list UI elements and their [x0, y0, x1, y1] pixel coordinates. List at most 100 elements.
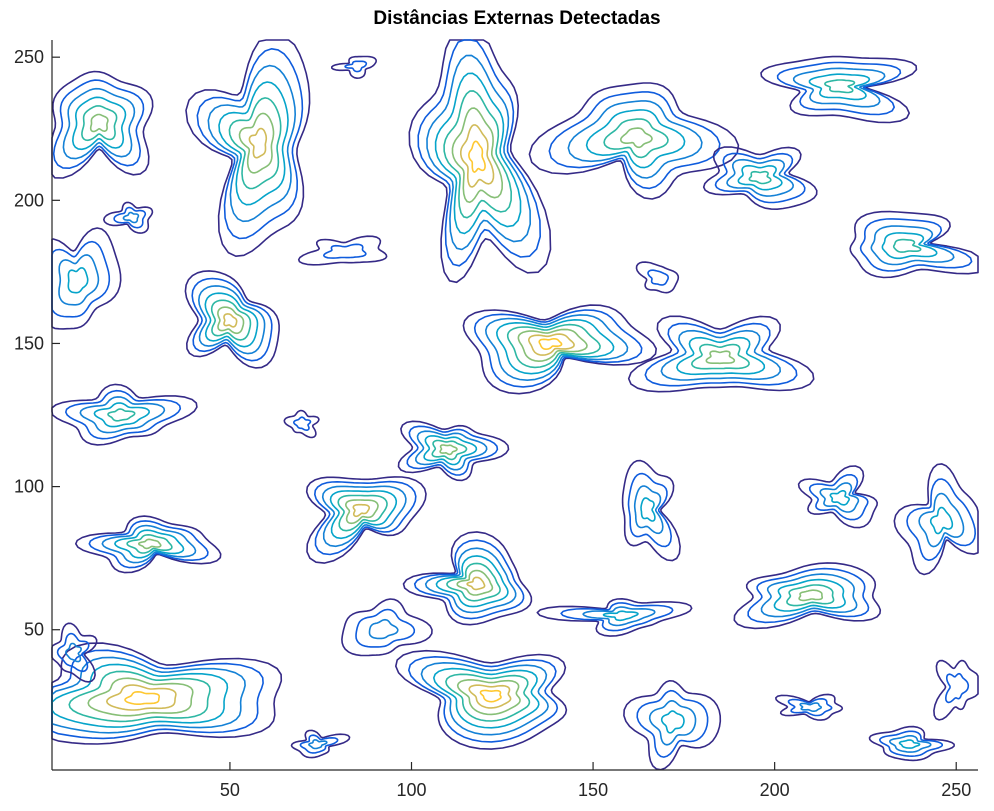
- contour-level-5: [445, 673, 531, 722]
- contour-level-1: [397, 420, 510, 482]
- contour-level-3: [207, 64, 297, 223]
- contour-level-1: [462, 304, 658, 395]
- contour-level-3: [888, 734, 932, 753]
- contour-level-5: [107, 408, 136, 422]
- contour-level-4: [773, 578, 846, 612]
- contour-level-1: [103, 201, 154, 234]
- contour-level-4: [640, 497, 656, 522]
- contour-level-6: [517, 328, 588, 363]
- contour-level-3: [65, 642, 82, 663]
- contour-level-2: [808, 473, 869, 521]
- contour-level-1: [536, 597, 693, 637]
- contour-level-3: [726, 158, 795, 197]
- contour-level-1: [330, 55, 378, 79]
- contour-level-2: [417, 39, 542, 267]
- contour-level-5: [228, 97, 282, 190]
- contour-level-3: [567, 100, 703, 179]
- contour-level-6: [456, 569, 494, 596]
- contour-level-4: [660, 710, 685, 734]
- contour-level-3: [101, 524, 197, 564]
- y-tick-label: 150: [14, 333, 44, 353]
- contour-level-2: [859, 218, 973, 272]
- y-tick-label: 250: [14, 47, 44, 67]
- contour-level-6: [705, 350, 736, 365]
- contour-level-6: [217, 306, 245, 335]
- contour-level-2: [714, 152, 806, 204]
- contour-region: [621, 459, 681, 562]
- contour-level-3: [633, 485, 664, 535]
- contour-level-1: [733, 562, 882, 630]
- contour-region: [893, 463, 979, 576]
- contour-level-4: [93, 402, 150, 428]
- contour-region: [297, 235, 388, 266]
- contour-level-2: [747, 567, 870, 624]
- contour-level-1: [760, 55, 918, 124]
- contour-level-4: [114, 529, 185, 559]
- contour-region: [290, 729, 351, 759]
- contour-region: [536, 597, 693, 637]
- x-tick-label: 50: [220, 780, 240, 800]
- contour-level-1: [75, 515, 222, 574]
- contour-level-7: [248, 127, 268, 159]
- contour-level-3: [660, 329, 782, 381]
- contour-level-4: [676, 336, 766, 376]
- contour-level-5: [748, 170, 772, 185]
- contour-level-1: [621, 459, 681, 562]
- contour-level-2: [407, 655, 559, 743]
- contour-level-2: [313, 480, 417, 556]
- contour-region: [462, 304, 658, 395]
- contour-level-1: [408, 39, 552, 284]
- contour-level-2: [88, 520, 209, 569]
- contour-level-2: [473, 309, 643, 388]
- y-tick-label: 200: [14, 190, 44, 210]
- contour-level-3: [760, 573, 858, 618]
- contour-region: [51, 227, 122, 330]
- contour-level-4: [881, 232, 938, 260]
- contour-level-5: [337, 494, 388, 532]
- y-tick-label: 100: [14, 477, 44, 497]
- contour-region: [394, 649, 568, 750]
- contour-level-6: [138, 538, 162, 550]
- contour-level-2: [322, 243, 367, 259]
- contour-level-5: [892, 238, 922, 253]
- contour-level-3: [198, 285, 266, 355]
- contour-level-2: [406, 425, 499, 476]
- contour-region: [51, 383, 198, 446]
- contour-level-4: [434, 72, 522, 235]
- contour-region: [305, 476, 427, 564]
- contour-level-2: [344, 60, 368, 73]
- contour-level-1: [623, 679, 722, 771]
- contour-level-2: [65, 389, 182, 440]
- contour-level-1: [184, 270, 280, 369]
- contour-level-2: [548, 91, 721, 190]
- x-tick-label: 250: [941, 780, 971, 800]
- contour-level-3: [648, 699, 697, 746]
- contour-level-5: [81, 105, 118, 142]
- contour-region: [341, 598, 433, 657]
- contour-level-3: [321, 485, 407, 548]
- contour-level-3: [799, 702, 823, 713]
- contour-level-1: [702, 146, 818, 210]
- contour-level-4: [204, 292, 259, 348]
- contour-level-1: [290, 729, 351, 759]
- contour-level-4: [495, 318, 615, 375]
- contour-level-1: [341, 598, 433, 657]
- contour-level-5: [690, 343, 750, 370]
- x-tick-label: 100: [396, 780, 426, 800]
- contour-level-2: [113, 206, 147, 229]
- contour-region: [402, 531, 533, 626]
- contour-level-3: [426, 54, 532, 251]
- contour-region: [849, 210, 979, 279]
- contour-level-5: [603, 118, 669, 159]
- contour-level-4: [67, 267, 89, 294]
- contour-level-5: [210, 299, 252, 341]
- contour-level-5: [431, 439, 468, 461]
- contour-region: [868, 725, 955, 762]
- contour-level-3: [819, 482, 860, 513]
- contour-level-2: [944, 672, 970, 704]
- contour-level-1: [849, 210, 979, 279]
- contour-region: [51, 70, 154, 179]
- contour-level-3: [122, 211, 140, 224]
- contour-region: [797, 465, 879, 529]
- contour-level-2: [644, 322, 798, 387]
